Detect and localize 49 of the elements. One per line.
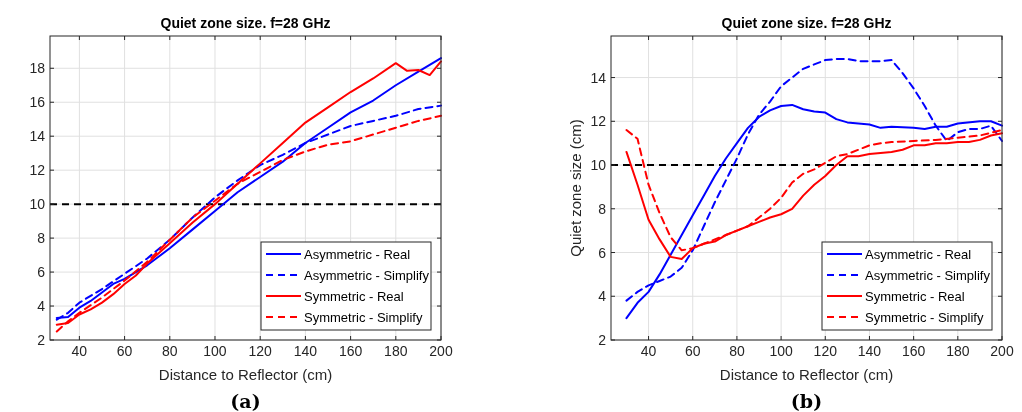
y-tick-label: 6 [37, 264, 46, 281]
legend-label: Asymmetric - Simplify [865, 268, 991, 283]
x-tick-label: 100 [769, 343, 793, 359]
y-axis-title: Quiet zone size (cm) [567, 119, 584, 257]
x-tick-label: 60 [684, 343, 701, 359]
x-tick-label: 140 [857, 343, 882, 359]
x-tick-label: 40 [71, 343, 88, 359]
x-tick-label: 40 [640, 343, 657, 359]
x-tick-label: 200 [429, 343, 453, 359]
x-tick-label: 160 [338, 343, 363, 359]
y-tick-label: 8 [598, 200, 607, 217]
y-tick-label: 10 [590, 157, 607, 174]
y-tick-label: 16 [29, 94, 46, 111]
x-tick-label: 180 [384, 343, 408, 359]
y-tick-label: 12 [590, 113, 607, 130]
text: (a) [230, 390, 261, 412]
x-tick-label: 120 [248, 343, 273, 359]
legend-label: Symmetric - Real [304, 289, 404, 304]
x-tick-label: 100 [203, 343, 227, 359]
x-axis-title: Distance to Reflector (cm) [719, 366, 894, 383]
y-tick-label: 6 [598, 244, 607, 261]
x-tick-label: 200 [990, 343, 1014, 359]
y-tick-label: 2 [598, 332, 607, 348]
chart-title: Quiet zone size. f=28 GHz [721, 15, 892, 31]
legend-label: Asymmetric - Real [304, 247, 411, 262]
x-tick-label: 140 [293, 343, 318, 359]
y-tick-label: 8 [37, 230, 46, 247]
x-tick-label: 80 [162, 343, 178, 359]
legend-label: Symmetric - Real [865, 289, 965, 304]
y-tick-label: 12 [29, 162, 46, 179]
y-tick-label: 4 [37, 298, 46, 315]
x-tick-label: 120 [813, 343, 838, 359]
x-tick-label: 80 [729, 343, 745, 359]
text: (b) [790, 390, 823, 412]
y-tick-label: 14 [29, 128, 46, 145]
legend-label: Asymmetric - Real [865, 247, 972, 262]
x-tick-label: 60 [116, 343, 133, 359]
legend-label: Symmetric - Simplify [865, 310, 984, 325]
legend-label: Asymmetric - Simplify [304, 268, 430, 283]
x-tick-label: 180 [946, 343, 970, 359]
y-tick-label: 18 [29, 60, 46, 77]
y-tick-label: 10 [29, 196, 46, 213]
y-tick-label: 4 [598, 288, 607, 305]
y-tick-label: 14 [590, 69, 607, 86]
legend-label: Symmetric - Simplify [304, 310, 423, 325]
chart-title: Quiet zone size. f=28 GHz [160, 15, 331, 31]
y-tick-label: 2 [37, 332, 46, 348]
x-axis-title: Distance to Reflector (cm) [158, 366, 333, 383]
x-tick-label: 160 [901, 343, 926, 359]
